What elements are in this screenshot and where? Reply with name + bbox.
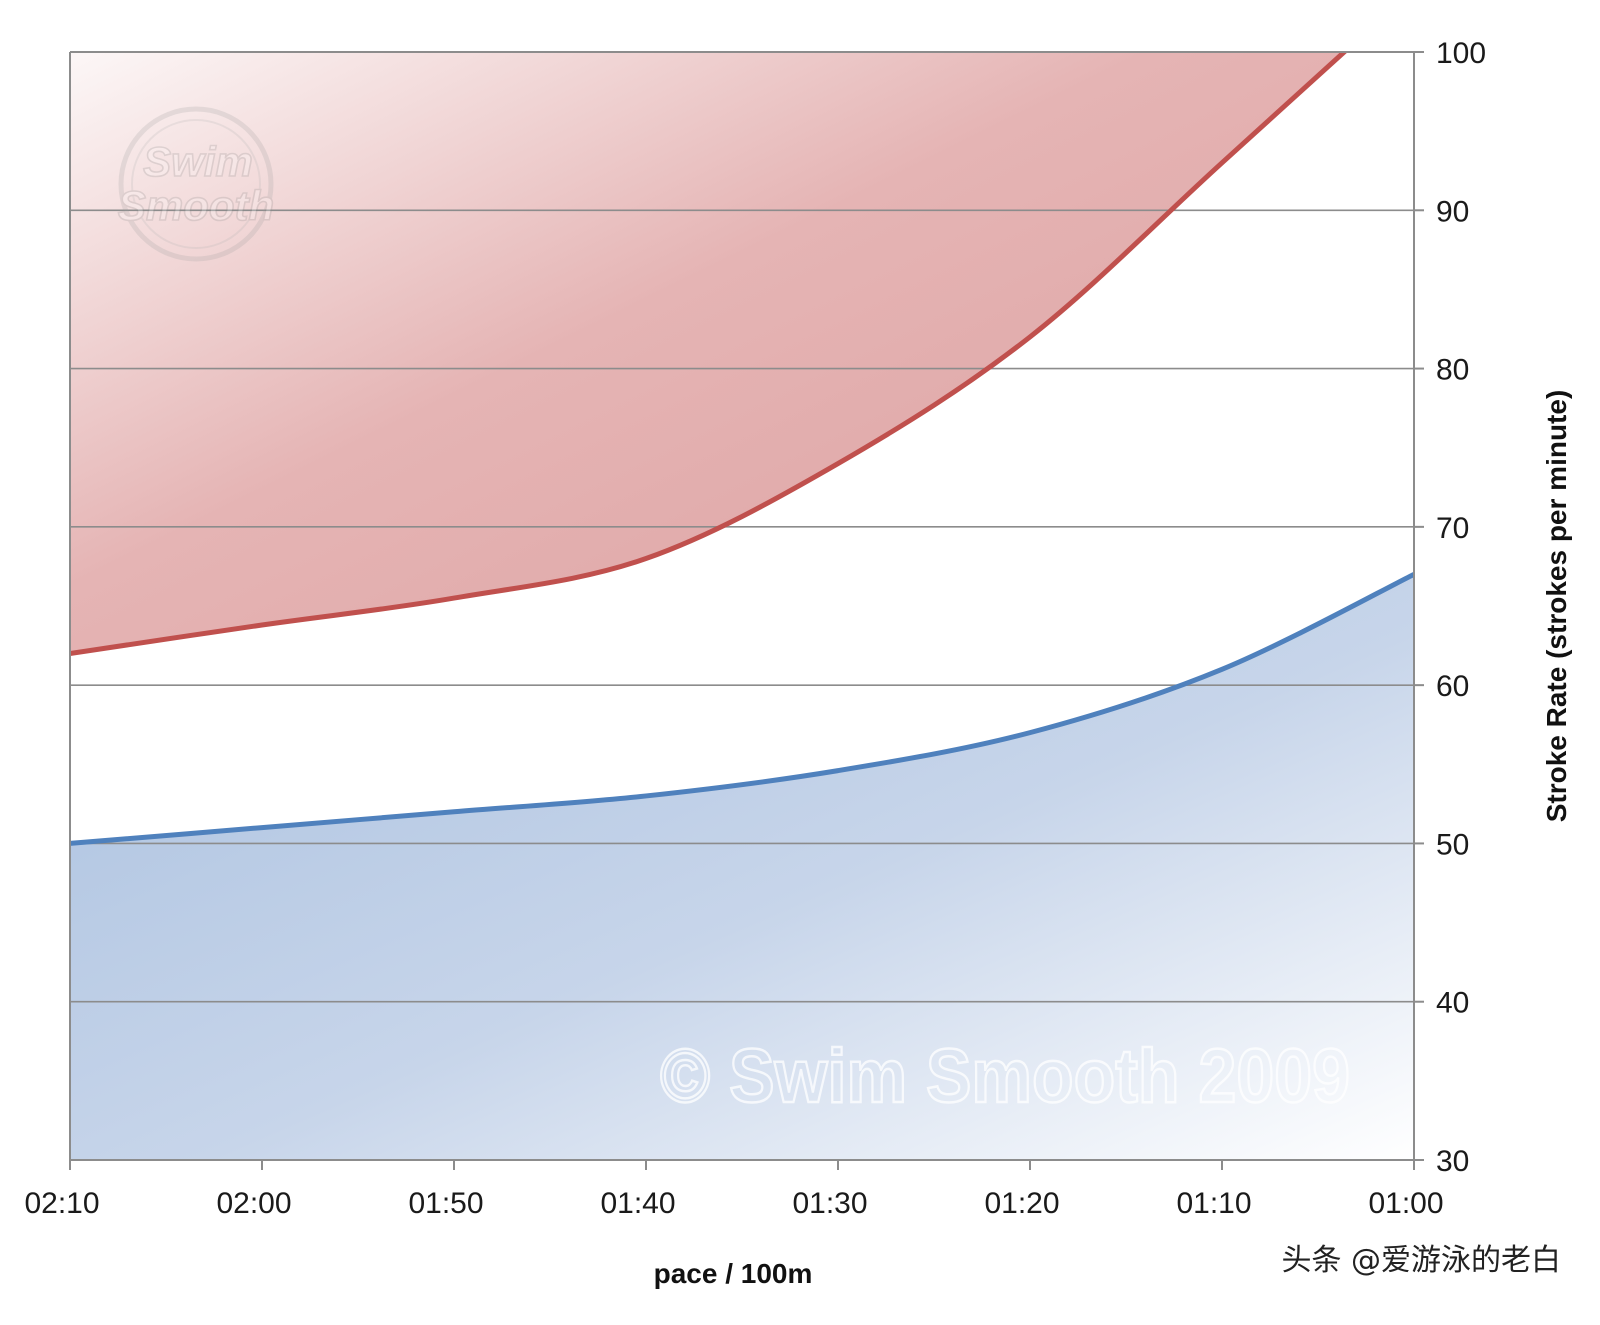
axes: 30 40 50 60 70 80 90 100 02:10 02:00 01:50 01:40 01:… xyxy=(24,37,1486,1220)
red-area-layer xyxy=(70,52,1345,654)
logo-text-smooth: Smooth xyxy=(118,182,274,229)
x-tick-label: 01:30 xyxy=(792,1187,867,1220)
x-tick-label: 01:10 xyxy=(1176,1187,1251,1220)
y-tick-label: 70 xyxy=(1436,512,1469,545)
x-tick-label: 01:50 xyxy=(408,1187,483,1220)
y-tick-label: 50 xyxy=(1436,828,1469,861)
logo-ring-inner xyxy=(131,119,261,249)
blue-series-line xyxy=(70,572,1414,846)
series-lines xyxy=(70,52,1414,846)
x-tick-label: 02:00 xyxy=(216,1187,291,1220)
swim-smooth-logo-watermark: Swim Smooth xyxy=(117,106,275,262)
y-tick-label: 30 xyxy=(1436,1145,1469,1178)
y-tick-label: 40 xyxy=(1436,987,1469,1020)
credit-text: 头条 @爱游泳的老白 xyxy=(1281,1243,1561,1278)
y-tick-label: 60 xyxy=(1436,670,1469,703)
logo-text-swim: Swim xyxy=(143,138,253,185)
y-tick-label: 80 xyxy=(1436,354,1469,387)
x-axis-title: pace / 100m xyxy=(654,1258,813,1289)
red-area-fill xyxy=(70,52,1345,654)
red-series-line xyxy=(70,52,1348,656)
y-tick-label: 100 xyxy=(1436,37,1486,70)
x-tick-label: 01:40 xyxy=(600,1187,675,1220)
x-tick-label: 02:10 xyxy=(24,1187,99,1220)
logo-ring xyxy=(118,106,274,262)
x-tick-label: 01:20 xyxy=(984,1187,1059,1220)
y-axis-title: Stroke Rate (strokes per minute) xyxy=(1541,390,1572,823)
copyright-watermark: © Swim Smooth 2009 xyxy=(660,1034,1350,1119)
x-tick-label: 01:00 xyxy=(1368,1187,1443,1220)
y-tick-label: 90 xyxy=(1436,195,1469,228)
